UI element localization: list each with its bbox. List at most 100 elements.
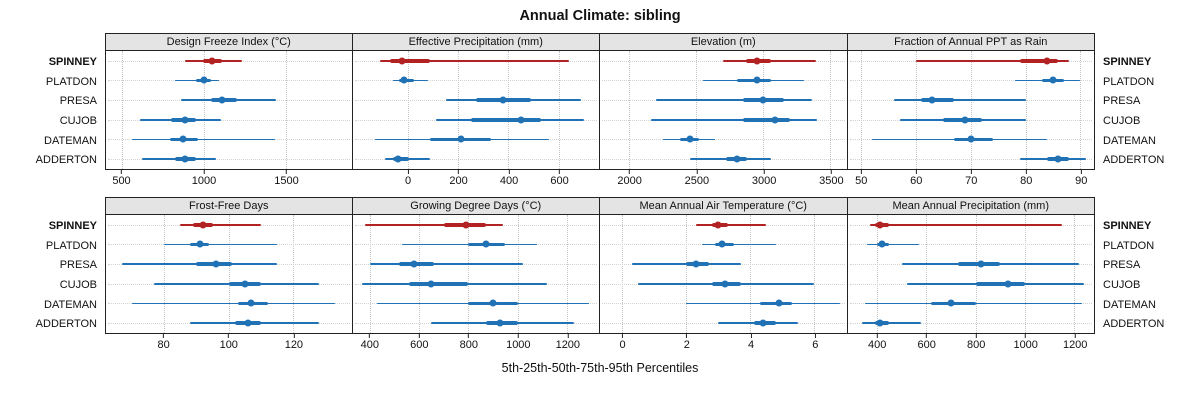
axis-tick: 6 (812, 334, 818, 351)
panel-8: Mean Annual Precipitation (mm) (847, 197, 1095, 334)
tick-label: 500 (112, 175, 131, 187)
tick-mark (830, 170, 832, 174)
station-label-adderton: ADDERTON (1103, 154, 1165, 167)
station-label-presa: PRESA (59, 95, 97, 108)
plot-area (600, 215, 847, 333)
band-p25-p75 (390, 59, 431, 63)
tick-mark (622, 334, 623, 338)
v-gridline (286, 51, 288, 169)
axis-tick: 1200 (1063, 334, 1087, 351)
tick-mark (629, 170, 631, 174)
panel-6: Growing Degree Days (°C) (352, 197, 600, 334)
tick-mark (203, 170, 205, 174)
tick-mark (1025, 170, 1027, 174)
v-gridline (508, 51, 510, 169)
station-label-cujob: CUJOB (1103, 278, 1141, 291)
median-dot (241, 280, 249, 288)
station-label-dateman: DATEMAN (44, 298, 97, 311)
median-dot (462, 221, 470, 229)
x-axis: 0 2 4 6 (600, 334, 848, 357)
series-row-presa (848, 90, 1095, 110)
tick-mark (285, 170, 287, 174)
axis-tick: 200 (449, 170, 468, 187)
v-gridline (228, 215, 230, 333)
median-dot (759, 319, 767, 327)
median-dot (457, 135, 465, 143)
median-dot (721, 280, 729, 288)
axis-tick: 1000 (1013, 334, 1038, 351)
series-row-dateman (600, 294, 847, 314)
strip-header: Growing Degree Days (°C) (352, 198, 599, 215)
series-row-adderton (848, 149, 1095, 169)
x-axis: 0 200 400 600 (353, 170, 601, 193)
series-row-platdon (106, 235, 352, 255)
axis-tick: 1500 (274, 170, 299, 187)
tick-label: 1000 (1013, 339, 1038, 351)
whisker-p5-p95 (696, 224, 767, 226)
tick-mark (696, 170, 698, 174)
series-row-spinney (353, 51, 600, 71)
v-gridline (407, 51, 409, 169)
series-row-presa (848, 254, 1095, 274)
station-label-adderton: ADDERTON (35, 318, 97, 331)
band-p25-p75 (743, 118, 791, 122)
whisker-p5-p95 (132, 138, 275, 141)
series-row-cujob (353, 274, 600, 294)
series-row-platdon (106, 71, 352, 91)
tick-label: 600 (410, 339, 429, 351)
median-dot (733, 155, 741, 163)
station-label-presa: PRESA (1103, 259, 1141, 272)
tick-label: 1200 (555, 339, 581, 351)
tick-mark (120, 170, 122, 174)
series-row-dateman (106, 294, 352, 314)
series-row-presa (600, 254, 847, 274)
whisker-p5-p95 (164, 243, 278, 246)
axis-tick: 2500 (685, 170, 709, 187)
series-row-dateman (106, 130, 352, 150)
series-row-cujob (106, 110, 352, 130)
plot-area (353, 215, 600, 333)
median-dot (977, 260, 985, 268)
median-dot (718, 240, 726, 248)
station-label-cujob: CUJOB (1103, 114, 1141, 127)
axis-tick: 0 (405, 170, 411, 187)
station-label-platdon: PLATDON (45, 75, 97, 88)
h-gridline (849, 80, 1092, 82)
trellis-grid: SPINNEY PLATDON PRESA CUJOB DATEMAN ADDERTON D… (0, 33, 1200, 357)
series-row-adderton (848, 313, 1095, 333)
panel-row-2: SPINNEY PLATDON PRESA CUJOB DATEMAN ADDERTON F… (0, 197, 1200, 334)
median-dot (410, 260, 418, 268)
band-p25-p75 (921, 98, 955, 102)
band-p25-p75 (975, 282, 1025, 286)
tick-label: 600 (917, 339, 936, 351)
band-p25-p75 (470, 118, 542, 122)
axis-tick: 600 (410, 334, 428, 351)
tick-mark (814, 334, 816, 338)
station-label-spinney: SPINNEY (48, 219, 97, 232)
v-gridline (915, 51, 917, 169)
median-dot (876, 221, 884, 229)
tick-label: 70 (965, 175, 978, 187)
axis-tick: 800 (460, 334, 478, 351)
v-gridline (122, 51, 124, 169)
tick-label: 2500 (684, 175, 710, 187)
tick-mark (1025, 334, 1027, 338)
series-row-presa (106, 254, 352, 274)
whisker-p5-p95 (380, 60, 569, 62)
axis-row-1: 500 1000 1500 0 200 400 600 2000 2500 3000 3500 50 6… (0, 170, 1200, 193)
v-gridline (566, 215, 568, 333)
station-label-adderton: ADDERTON (35, 154, 97, 167)
x-axis: 80 100 120 (105, 334, 353, 357)
tick-mark (567, 334, 569, 338)
v-gridline (926, 215, 928, 333)
median-dot (759, 96, 767, 104)
median-dot (499, 96, 507, 104)
series-row-adderton (353, 313, 600, 333)
v-gridline (1080, 51, 1082, 169)
tick-label: 120 (284, 339, 304, 351)
tick-mark (163, 334, 165, 338)
axis-tick: 0 (619, 334, 626, 351)
median-dot (199, 221, 207, 229)
whisker-p5-p95 (869, 224, 1062, 226)
